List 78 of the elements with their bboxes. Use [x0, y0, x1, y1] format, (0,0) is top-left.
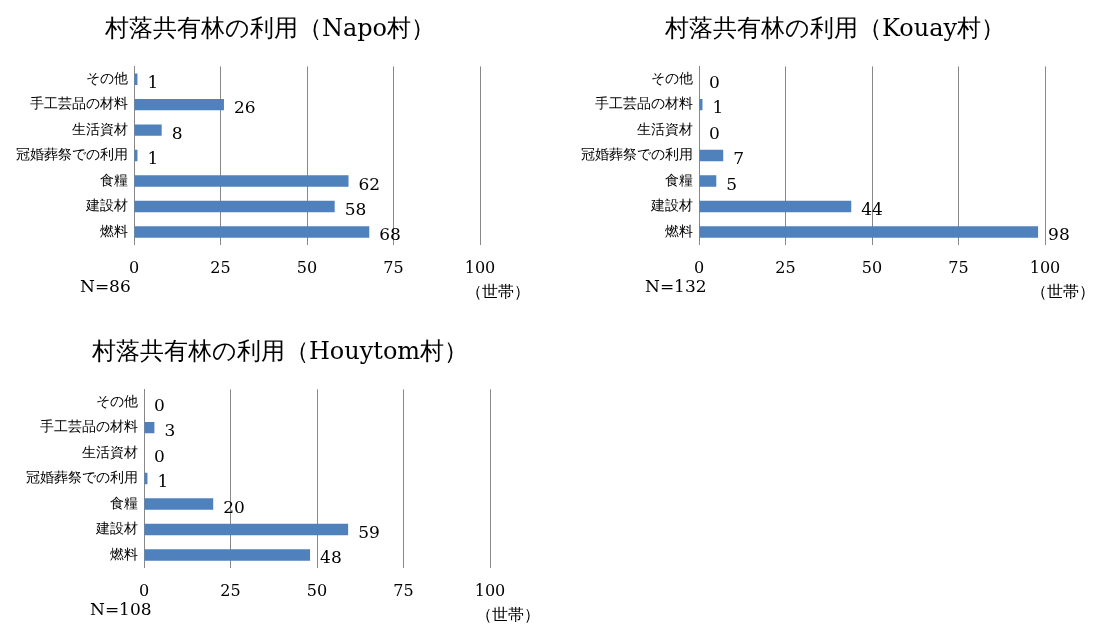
data-label: 58	[344, 198, 367, 219]
data-label: 0	[709, 122, 720, 143]
text: N=108	[90, 599, 152, 619]
y-tick-label: 建設材	[85, 198, 128, 214]
bar	[134, 124, 162, 136]
y-tick-label: 燃料	[665, 223, 693, 239]
bar	[699, 226, 1039, 238]
x-tick-label: 100	[464, 257, 496, 277]
x-tick-label: 50	[296, 257, 318, 277]
data-label: 1	[147, 71, 159, 92]
y-tick-label: その他	[651, 70, 693, 86]
x-tick-label: 75	[393, 580, 414, 600]
chart-title: 村落共有林の利用（Kouay村）	[663, 13, 1007, 44]
x-axis-title: （世帯）	[1031, 282, 1095, 303]
data-label: 8	[171, 122, 183, 143]
bar	[699, 149, 724, 162]
y-tick-label: その他	[86, 70, 128, 86]
data-label: 26	[233, 97, 256, 118]
data-label: 98	[1048, 224, 1070, 245]
y-tick-label: 冠婚葬祭での利用	[581, 147, 693, 163]
y-tick-label: 手工芸品の材料	[30, 96, 128, 112]
bar	[134, 200, 335, 213]
y-tick-label: 冠婚葬祭での利用	[16, 147, 128, 163]
x-tick-label: 25	[210, 257, 231, 277]
data-label: 48	[320, 547, 342, 568]
x-tick-label: 0	[693, 257, 705, 277]
x-tick-label: 0	[138, 580, 150, 600]
y-tick-label: 建設材	[650, 198, 693, 214]
bar	[144, 549, 311, 561]
bar	[134, 226, 370, 238]
data-label: 20	[223, 496, 245, 517]
y-tick-label: 食糧	[665, 172, 693, 188]
data-label: 1	[712, 97, 724, 118]
data-label: 3	[164, 420, 176, 441]
bar	[699, 175, 717, 187]
bar	[699, 200, 852, 213]
x-tick-label: 75	[948, 257, 969, 277]
bar	[144, 523, 349, 536]
chart-title: 村落共有林の利用（Napo村）	[103, 13, 437, 44]
data-label: 59	[358, 521, 380, 542]
data-label: 62	[358, 173, 381, 194]
data-label: 1	[147, 148, 159, 169]
y-tick-label: 手工芸品の材料	[40, 419, 138, 435]
x-tick-label: 75	[383, 257, 404, 277]
data-label: 5	[726, 173, 738, 194]
x-tick-label: 50	[861, 257, 883, 277]
y-tick-label: 食糧	[100, 172, 128, 188]
x-tick-label: 25	[220, 580, 241, 600]
y-tick-label: 生活資材	[637, 121, 693, 137]
y-tick-label: 生活資材	[82, 444, 138, 460]
data-label: 0	[154, 445, 165, 466]
data-label: 0	[154, 394, 165, 415]
data-label: 0	[709, 71, 720, 92]
text: N=86	[80, 276, 131, 296]
y-tick-label: 燃料	[110, 546, 138, 562]
text: N=132	[645, 276, 707, 296]
y-tick-label: 手工芸品の材料	[595, 96, 693, 112]
x-tick-label: 0	[128, 257, 140, 277]
bar	[134, 98, 224, 111]
y-tick-label: 建設材	[95, 521, 138, 537]
y-tick-label: 生活資材	[72, 121, 128, 137]
data-label: 1	[157, 471, 169, 492]
y-tick-label: 燃料	[100, 223, 128, 239]
bar	[134, 175, 349, 187]
x-tick-label: 100	[1029, 257, 1061, 277]
y-tick-label: 冠婚葬祭での利用	[26, 470, 138, 486]
x-axis-title: （世帯）	[476, 605, 540, 626]
y-tick-label: 食糧	[110, 495, 138, 511]
data-label: 68	[379, 224, 401, 245]
x-tick-label: 50	[306, 580, 328, 600]
y-tick-label: その他	[96, 393, 138, 409]
data-label: 7	[733, 148, 745, 169]
data-label: 44	[861, 198, 883, 219]
chart-title: 村落共有林の利用（Houytom村）	[90, 336, 470, 367]
bar	[144, 498, 214, 510]
x-tick-label: 25	[775, 257, 796, 277]
x-tick-label: 100	[474, 580, 506, 600]
x-axis-title: （世帯）	[466, 282, 530, 303]
